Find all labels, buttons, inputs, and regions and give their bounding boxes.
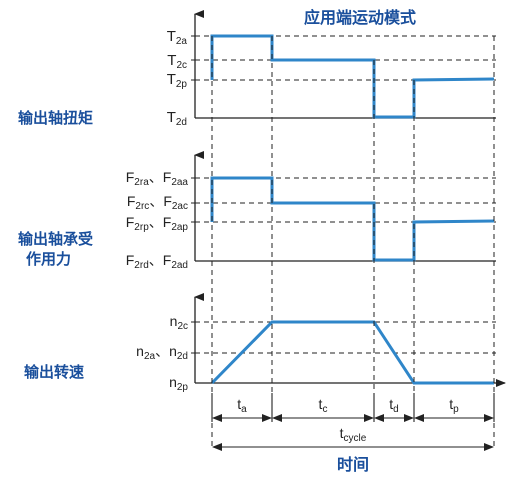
force-panel-label: 作用力 xyxy=(26,250,71,268)
speed-level-label: n2c xyxy=(170,313,188,332)
speed-panel: n2c n2a、n2d n2p 输出转速 xyxy=(24,293,506,393)
phase-label: ta xyxy=(237,396,247,415)
force-panel: F2ra、F2aa F2rc、F2ac F2rp、F2ap F2rd、F2ad … xyxy=(18,151,496,271)
torque-panel: T2a T2c T2p T2d 输出轴扭矩 xyxy=(18,10,496,128)
phase-label: td xyxy=(389,396,398,415)
force-level-label: F2rc、F2ac xyxy=(127,193,188,212)
cycle-label: tcycle xyxy=(340,425,367,444)
torque-level-label: T2c xyxy=(167,52,187,71)
speed-panel-label: 输出转速 xyxy=(24,363,84,381)
force-signal-line xyxy=(210,176,495,262)
phase-label: tc xyxy=(319,396,328,415)
force-level-label: F2rp、F2ap xyxy=(126,214,189,233)
phase-brackets xyxy=(211,393,495,451)
torque-panel-label: 输出轴扭矩 xyxy=(18,109,93,127)
speed-level-label: n2p xyxy=(169,374,188,393)
force-level-label: F2ra、F2aa xyxy=(126,169,189,188)
torque-signal-line xyxy=(210,34,495,119)
force-level-label: F2rd、F2ad xyxy=(126,252,188,271)
force-panel-label: 输出轴承受 xyxy=(18,230,93,248)
torque-level-label: T2a xyxy=(167,28,188,47)
x-axis-title: 时间 xyxy=(337,455,369,474)
diagram-title: 应用端运动模式 xyxy=(304,8,416,27)
torque-level-label: T2d xyxy=(167,109,187,128)
phase-label: tp xyxy=(449,396,459,415)
torque-level-label: T2p xyxy=(167,71,188,90)
speed-level-label: n2a、n2d xyxy=(136,343,188,362)
